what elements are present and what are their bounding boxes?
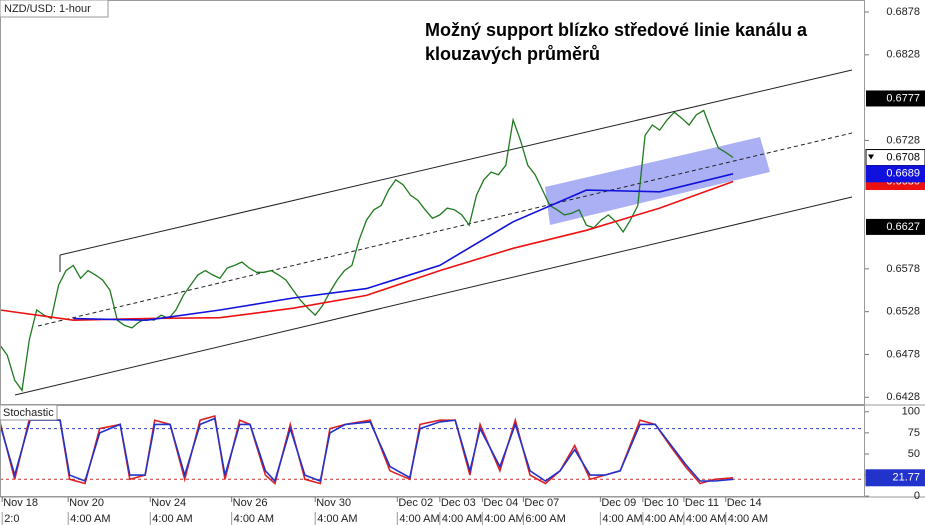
x-time-label: 2:0 — [4, 513, 19, 525]
x-tick-label: Nov 18 — [3, 497, 38, 509]
x-tick-label: Nov 20 — [69, 497, 104, 509]
x-tick-label: Dec 09 — [601, 497, 636, 509]
x-time-label: 4:00 AM — [602, 513, 642, 525]
x-time-label: 4:00 AM — [152, 513, 192, 525]
y-tick-label: 50 — [908, 448, 920, 460]
symbol-label: NZD/USD: 1-hour — [4, 3, 91, 15]
y-tick-label: 0.6878 — [886, 6, 920, 18]
x-time-label: 4:00 AM — [70, 513, 110, 525]
y-tick-label: 0 — [914, 490, 920, 502]
y-tick-label: 0.6828 — [886, 49, 920, 61]
plot-layer — [0, 109, 865, 485]
annotation-title: Možný support blízko středové linie kaná… — [425, 20, 808, 40]
x-tick-label: Dec 11 — [685, 497, 719, 509]
x-time-label: 4:00 AM — [484, 513, 524, 525]
y-tick-label: 0.6728 — [886, 134, 920, 146]
last-price-arrow — [868, 154, 874, 160]
x-time-label: 6:00 AM — [525, 513, 565, 525]
x-time-label: 4:00 AM — [645, 513, 685, 525]
x-tick-label: Dec 02 — [398, 497, 433, 509]
price-tag — [865, 165, 925, 183]
stochastic-box — [0, 404, 58, 421]
x-time-label: 4:00 AM — [686, 513, 726, 525]
x-time-label: 4:00 AM — [728, 513, 768, 525]
channel-upper — [59, 69, 853, 256]
x-tick-label: Dec 07 — [524, 497, 559, 509]
price-tag-label: 0.6689 — [886, 168, 920, 180]
x-tick-label: Dec 10 — [644, 497, 679, 509]
level-label: 0.6777 — [886, 92, 920, 104]
x-time-label: 4:00 AM — [317, 513, 357, 525]
level-tag — [866, 218, 925, 235]
level-label: 0.6627 — [886, 221, 920, 233]
x-time-label: 4:00 AM — [442, 513, 482, 525]
x-time-label: 4:00 AM — [399, 513, 439, 525]
x-tick-label: Nov 24 — [151, 497, 186, 509]
y-tick-label: 0.6528 — [886, 306, 920, 318]
stochastic-label: Stochastic — [3, 407, 54, 419]
y-tick-label: 75 — [908, 427, 920, 439]
x-tick-label: Dec 14 — [727, 497, 762, 509]
level-tag — [866, 90, 925, 107]
price-tag-label: 21.77 — [892, 472, 920, 484]
y-tick-label: 0.6578 — [886, 263, 920, 275]
series-line — [73, 173, 734, 322]
series-line — [0, 417, 734, 483]
symbol-box — [0, 0, 109, 18]
support-zone — [545, 137, 770, 225]
price-tag-label: 0.6708 — [886, 151, 920, 163]
x-tick-label: Dec 04 — [483, 497, 518, 509]
y-tick-label: 0.6478 — [886, 348, 920, 360]
x-tick-label: Nov 26 — [233, 497, 268, 509]
channel-lower — [14, 196, 853, 396]
x-tick-label: Dec 03 — [441, 497, 476, 509]
annotation-title: klouzavých průměrů — [425, 44, 600, 64]
series-line — [0, 109, 734, 393]
y-tick-label: 100 — [902, 406, 920, 418]
price-tag — [865, 469, 925, 487]
y-tick-label: 0.6428 — [886, 391, 920, 403]
channel — [14, 69, 853, 396]
x-time-label: 4:00 AM — [234, 513, 274, 525]
x-tick-label: Nov 30 — [316, 497, 351, 509]
